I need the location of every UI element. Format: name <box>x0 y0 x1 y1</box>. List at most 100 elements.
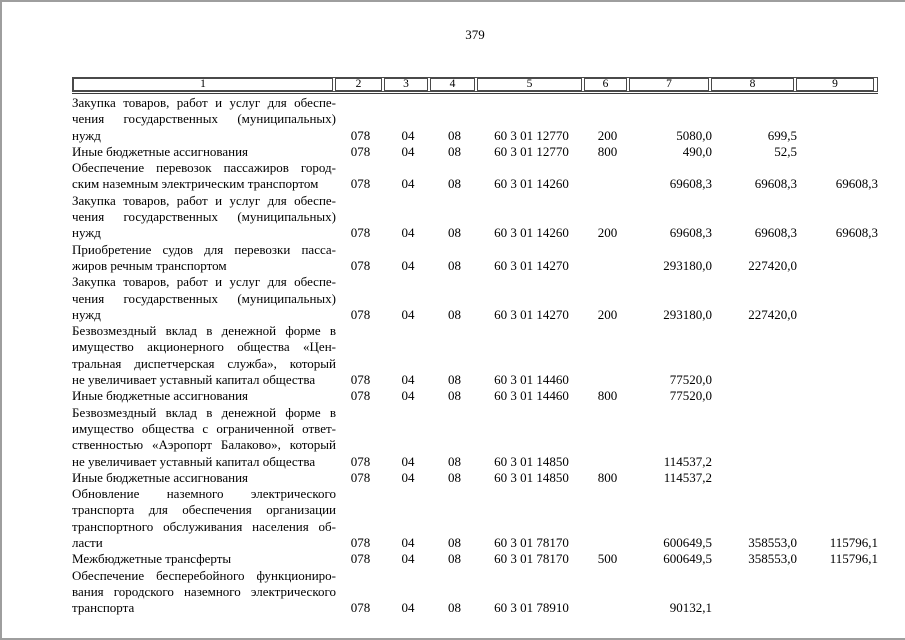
cell-c3: 04 <box>401 453 415 469</box>
cell-c6 <box>585 160 630 193</box>
description-line: Закупка товаров, работ и услуг для обесп… <box>72 274 336 290</box>
row-description: Приобретение судов для перевозки пасса-ж… <box>72 242 336 275</box>
description-line: чения государственных (муниципальных) <box>72 111 336 127</box>
table-body: Закупка товаров, работ и услуг для обесп… <box>72 95 878 617</box>
table-row: Приобретение судов для перевозки пасса-ж… <box>72 242 878 275</box>
cell-c9 <box>797 405 878 470</box>
cell-c3: 04 <box>401 127 415 143</box>
cell-c8 <box>712 323 797 388</box>
cell-c2: 078 <box>350 469 371 485</box>
cell-c8 <box>712 388 797 404</box>
description-line: имущество общества с ограниченной ответ- <box>72 420 336 436</box>
cell-c9 <box>797 388 878 404</box>
cell-c3: 04 <box>401 372 415 388</box>
cell-c8: 699,5 <box>767 127 797 143</box>
cell-c4: 08 <box>448 176 461 192</box>
page-number: 379 <box>465 27 485 42</box>
cell-c9: 69608,3 <box>835 176 878 192</box>
description-line: Иные бюджетные ассигнования <box>72 388 249 404</box>
cell-c5: 60 3 01 14850 <box>494 453 569 469</box>
cell-c3: 04 <box>401 551 415 567</box>
table-row: Обновление наземного электрического транс… <box>72 486 878 551</box>
cell-c8: 69608,3 <box>754 225 797 241</box>
page-edge-bottom <box>0 638 905 640</box>
row-description: Иные бюджетные ассигнования <box>72 144 336 160</box>
cell-c7: 69608,3 <box>669 225 712 241</box>
page-edge-left <box>0 0 2 640</box>
table-header: 1 2 3 4 5 6 7 8 9 <box>72 77 878 92</box>
cell-c6 <box>585 568 630 617</box>
description-line: Закупка товаров, работ и услуг для обесп… <box>72 95 336 110</box>
cell-c4: 08 <box>448 535 461 551</box>
cell-c6: 800 <box>597 469 618 485</box>
cell-c3: 04 <box>401 306 415 322</box>
table-row: Обеспечение перевозок пассажиров город-с… <box>72 160 878 193</box>
cell-c7: 293180,0 <box>663 257 712 273</box>
description-line: Безвозмездный вклад в денежной форме в <box>72 404 336 420</box>
table-header-rule <box>72 93 878 94</box>
row-description: Закупка товаров, работ и услуг для обесп… <box>72 274 336 323</box>
column-header-7: 7 <box>629 78 709 91</box>
description-line: нужд <box>72 306 101 322</box>
column-header-9: 9 <box>796 78 874 91</box>
description-line: Безвозмездный вклад в денежной форме в <box>72 323 336 339</box>
column-header-5: 5 <box>477 78 582 91</box>
row-description: Иные бюджетные ассигнования <box>72 470 336 486</box>
description-line: Обновление наземного электрического <box>72 486 336 502</box>
table-row: Закупка товаров, работ и услуг для обесп… <box>72 274 878 323</box>
cell-c4: 08 <box>448 257 461 273</box>
cell-c7: 77520,0 <box>669 388 712 404</box>
cell-c7: 90132,1 <box>669 600 712 616</box>
cell-c9 <box>797 274 878 323</box>
cell-c7: 490,0 <box>682 143 712 159</box>
table-row: Межбюджетные трансферты 078 04 08 60 3 01 78… <box>72 551 878 567</box>
cell-c6 <box>585 323 630 388</box>
cell-c7: 114537,2 <box>663 469 712 485</box>
description-line: не увеличивает уставный капитал общества <box>72 372 316 388</box>
cell-c2: 078 <box>350 225 371 241</box>
description-line: нужд <box>72 127 101 143</box>
column-header-3: 3 <box>384 78 428 91</box>
cell-c3: 04 <box>401 225 415 241</box>
cell-c5: 60 3 01 14260 <box>494 176 569 192</box>
description-line: ственностью «Аэропорт Балаково», который <box>72 437 336 453</box>
cell-c3: 04 <box>401 257 415 273</box>
cell-c9 <box>797 568 878 617</box>
cell-c6 <box>585 405 630 470</box>
row-description: Обеспечение бесперебойного функциониро-в… <box>72 568 336 617</box>
cell-c8: 69608,3 <box>754 176 797 192</box>
cell-c5: 60 3 01 12770 <box>494 127 569 143</box>
cell-c4: 08 <box>448 127 461 143</box>
cell-c8: 52,5 <box>774 143 797 159</box>
cell-c6: 800 <box>597 143 618 159</box>
cell-c8: 227420,0 <box>748 306 797 322</box>
cell-c6 <box>585 242 630 275</box>
table-row: Закупка товаров, работ и услуг для обесп… <box>72 95 878 144</box>
column-header-8: 8 <box>711 78 794 91</box>
cell-c3: 04 <box>401 176 415 192</box>
table-row: Обеспечение бесперебойного функциониро-в… <box>72 568 878 617</box>
cell-c3: 04 <box>401 600 415 616</box>
description-line: жиров речным транспортом <box>72 257 227 273</box>
column-header-4: 4 <box>430 78 475 91</box>
description-line: Обеспечение перевозок пассажиров город- <box>72 160 336 176</box>
cell-c7: 114537,2 <box>663 453 712 469</box>
table-row: Иные бюджетные ассигнования 078 04 08 60 3 0… <box>72 144 878 160</box>
cell-c4: 08 <box>448 453 461 469</box>
cell-c8 <box>712 405 797 470</box>
cell-c5: 60 3 01 14270 <box>494 257 569 273</box>
description-line: ским наземным электрическим транспортом <box>72 176 319 192</box>
cell-c5: 60 3 01 78170 <box>494 535 569 551</box>
cell-c9 <box>797 470 878 486</box>
row-description: Закупка товаров, работ и услуг для обесп… <box>72 95 336 144</box>
row-description: Безвозмездный вклад в денежной форме в им… <box>72 405 336 470</box>
cell-c2: 078 <box>350 306 371 322</box>
cell-c6: 800 <box>597 388 618 404</box>
cell-c5: 60 3 01 14460 <box>494 372 569 388</box>
description-line: Иные бюджетные ассигнования <box>72 143 249 159</box>
table-row: Безвозмездный вклад в денежной форме в им… <box>72 405 878 470</box>
column-header-2: 2 <box>335 78 382 91</box>
cell-c5: 60 3 01 14850 <box>494 469 569 485</box>
row-description: Закупка товаров, работ и услуг для обесп… <box>72 193 336 242</box>
